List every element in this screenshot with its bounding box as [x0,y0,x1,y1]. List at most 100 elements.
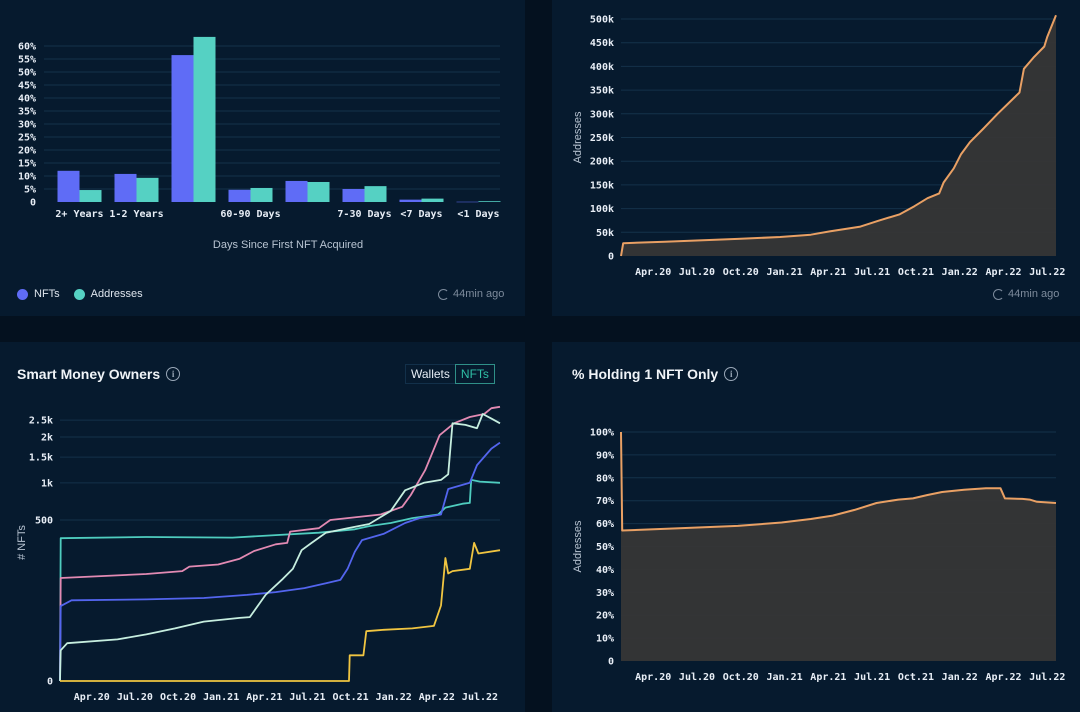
series-line-teal [59,479,501,682]
nfts-legend-dot [17,288,28,300]
y-axis-title: # NFTs [16,525,28,560]
updated-text: 44min ago [453,288,505,300]
x-tick-label: 7-30 Days [337,209,391,220]
x-axis-title: Days Since First NFT Acquired [213,239,363,251]
series-line-mint [59,413,501,682]
y-tick-label: 150k [590,180,614,191]
y-tick-label: 500k [590,15,614,26]
x-tick-label: Oct.20 [160,692,196,703]
x-tick-label: Jul.22 [1029,672,1065,683]
series-line-addresses [620,14,1057,257]
x-tick-label: Apr.20 [74,692,110,703]
y-tick-label: 60% [18,42,36,53]
y-tick-label: 15% [18,159,36,170]
y-tick-label: 40% [18,94,36,105]
toggle-wallets[interactable]: Wallets [405,364,455,384]
updated-text: 44min ago [1008,288,1060,300]
y-tick-label: 0 [47,677,53,688]
area-fill [621,432,1056,661]
x-tick-label: 60-90 Days [220,209,280,220]
bar-addresses [478,201,501,202]
panel-title: % Holding 1 NFT Only i [572,366,739,382]
y-tick-label: 300k [590,109,614,120]
x-tick-label: Jan.21 [203,692,239,703]
x-tick-label: Apr.22 [419,692,455,703]
y-tick-label: 90% [596,450,614,461]
x-tick-label: Jan.22 [376,692,412,703]
x-tick-label: Jul.22 [1029,267,1065,278]
y-tick-label: 1k [41,478,53,489]
y-tick-label: 20% [596,611,614,622]
x-tick-label: Apr.20 [635,267,671,278]
y-tick-label: 2.5k [29,416,53,427]
x-tick-label: Jan.22 [942,267,978,278]
x-tick-label: 2+ Years [55,209,103,220]
y-tick-label: 20% [18,146,36,157]
legend-item-addresses[interactable]: Addresses [73,288,143,300]
y-tick-label: 200k [590,157,614,168]
info-icon[interactable]: i [166,367,181,381]
bar-nfts [57,170,80,202]
legend-label: Addresses [90,288,143,300]
bar-addresses [136,177,159,202]
bar-addresses [421,198,444,202]
smart-money-panel: Smart Money Owners i Wallets NFTs 0 500 1k… [0,342,525,712]
bar-nfts [342,189,365,202]
y-tick-label: 50% [18,68,36,79]
bar-addresses [307,181,330,202]
x-tick-label: Oct.21 [898,672,934,683]
bar-addresses [193,36,216,203]
y-tick-label: 5% [24,185,36,196]
x-tick-label: Apr.22 [985,267,1021,278]
x-tick-label: Apr.20 [635,672,671,683]
y-tick-label: 35% [18,107,36,118]
toggle-nfts[interactable]: NFTs [454,364,495,384]
x-tick-label: Oct.21 [898,267,934,278]
x-tick-label: Jul.20 [117,692,153,703]
y-tick-label: 40% [596,565,614,576]
bar-addresses [250,187,273,202]
addresses-growth-panel: 0 50k 100k 150k 200k 250k 300k 350k 400k 450k 500k… [552,0,1080,316]
y-tick-label: 250k [590,133,614,144]
x-tick-label: <1 Days [457,209,499,220]
bar-nfts [399,199,422,202]
y-tick-label: 0 [30,198,36,209]
series-line-blue [59,441,501,682]
x-tick-label: Jan.21 [767,267,803,278]
y-tick-label: 350k [590,86,614,97]
x-tick-label: <7 Days [400,209,442,220]
y-tick-label: 0 [608,657,614,668]
y-tick-label: 1.5k [29,453,53,464]
y-tick-label: 30% [18,120,36,131]
y-tick-label: 45% [18,81,36,92]
bar-nfts [114,173,137,202]
bar-nfts [228,189,251,202]
y-axis-title: Addresses [572,520,584,572]
legend-item-nfts[interactable]: NFTs [17,288,60,300]
last-updated: 44min ago [438,288,504,300]
legend-label: NFTs [34,288,60,300]
series-line-yellow [60,542,501,682]
clock-icon [993,288,1004,300]
x-tick-label: Apr.22 [985,672,1021,683]
x-tick-label: Apr.21 [810,267,846,278]
y-tick-label: 25% [18,133,36,144]
x-tick-label: Apr.21 [810,672,846,683]
y-tick-label: 450k [590,38,614,49]
x-tick-label: Jul.20 [679,672,715,683]
y-tick-label: 10% [596,634,614,645]
bar-addresses [364,186,387,202]
x-tick-label: Jul.21 [854,672,890,683]
addresses-area-chart: 0 50k 100k 150k 200k 250k 300k 350k 400k 450k 500k… [572,14,1065,279]
y-tick-label: 100% [590,428,614,439]
x-tick-label: Oct.20 [723,672,759,683]
series-line-pink [59,405,501,682]
x-tick-label: Jan.22 [942,672,978,683]
y-tick-label: 70% [596,496,614,507]
y-tick-label: 50k [596,228,614,239]
y-tick-label: 100k [590,204,614,215]
x-tick-label: Jul.22 [462,692,498,703]
info-icon[interactable]: i [724,367,739,381]
panel-title: Smart Money Owners i [17,366,181,382]
y-tick-label: 400k [590,62,614,73]
